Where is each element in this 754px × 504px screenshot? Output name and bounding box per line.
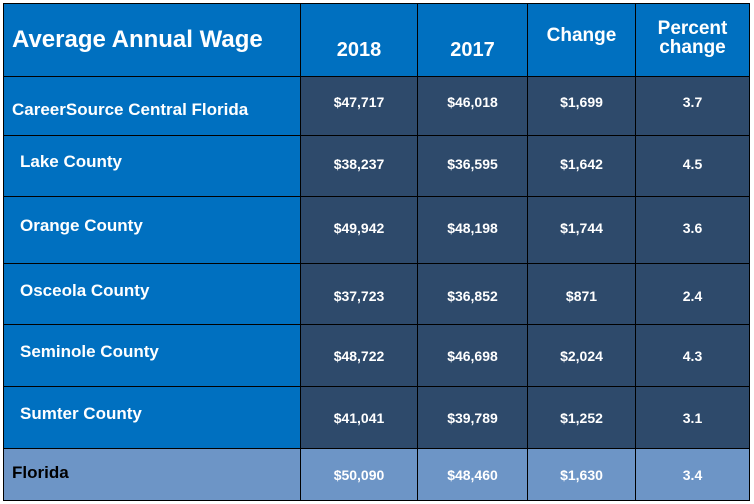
cell-florida-percent: 3.4 [635,448,750,501]
cell-careersource-percent: 3.7 [635,76,750,136]
row-label-florida: Florida [3,448,301,501]
cell-florida-2018: $50,090 [300,448,418,501]
cell-orange-percent: 3.6 [635,196,750,264]
row-label-orange: Orange County [3,196,301,264]
row-label-lake: Lake County [3,135,301,197]
row-label-careersource: CareerSource Central Florida [3,76,301,136]
cell-seminole-2018: $48,722 [300,324,418,387]
cell-seminole-2017: $46,698 [417,324,528,387]
cell-lake-2017: $36,595 [417,135,528,197]
cell-lake-2018: $38,237 [300,135,418,197]
cell-seminole-change: $2,024 [527,324,636,387]
header-percent-change: Percent change [635,3,750,77]
cell-careersource-change: $1,699 [527,76,636,136]
cell-osceola-2018: $37,723 [300,263,418,325]
cell-seminole-percent: 4.3 [635,324,750,387]
cell-careersource-2017: $46,018 [417,76,528,136]
table-title: Average Annual Wage [3,3,301,77]
cell-osceola-2017: $36,852 [417,263,528,325]
cell-orange-change: $1,744 [527,196,636,264]
cell-sumter-percent: 3.1 [635,386,750,449]
cell-careersource-2018: $47,717 [300,76,418,136]
cell-orange-2017: $48,198 [417,196,528,264]
cell-sumter-2018: $41,041 [300,386,418,449]
header-change: Change [527,3,636,77]
row-label-sumter: Sumter County [3,386,301,449]
header-2018: 2018 [300,3,418,77]
wage-table: Average Annual Wage 2018 2017 Change Per… [3,3,750,501]
cell-osceola-change: $871 [527,263,636,325]
row-label-seminole: Seminole County [3,324,301,387]
row-label-osceola: Osceola County [3,263,301,325]
cell-sumter-change: $1,252 [527,386,636,449]
cell-lake-change: $1,642 [527,135,636,197]
cell-florida-2017: $48,460 [417,448,528,501]
cell-florida-change: $1,630 [527,448,636,501]
cell-sumter-2017: $39,789 [417,386,528,449]
cell-orange-2018: $49,942 [300,196,418,264]
header-2017: 2017 [417,3,528,77]
cell-lake-percent: 4.5 [635,135,750,197]
cell-osceola-percent: 2.4 [635,263,750,325]
